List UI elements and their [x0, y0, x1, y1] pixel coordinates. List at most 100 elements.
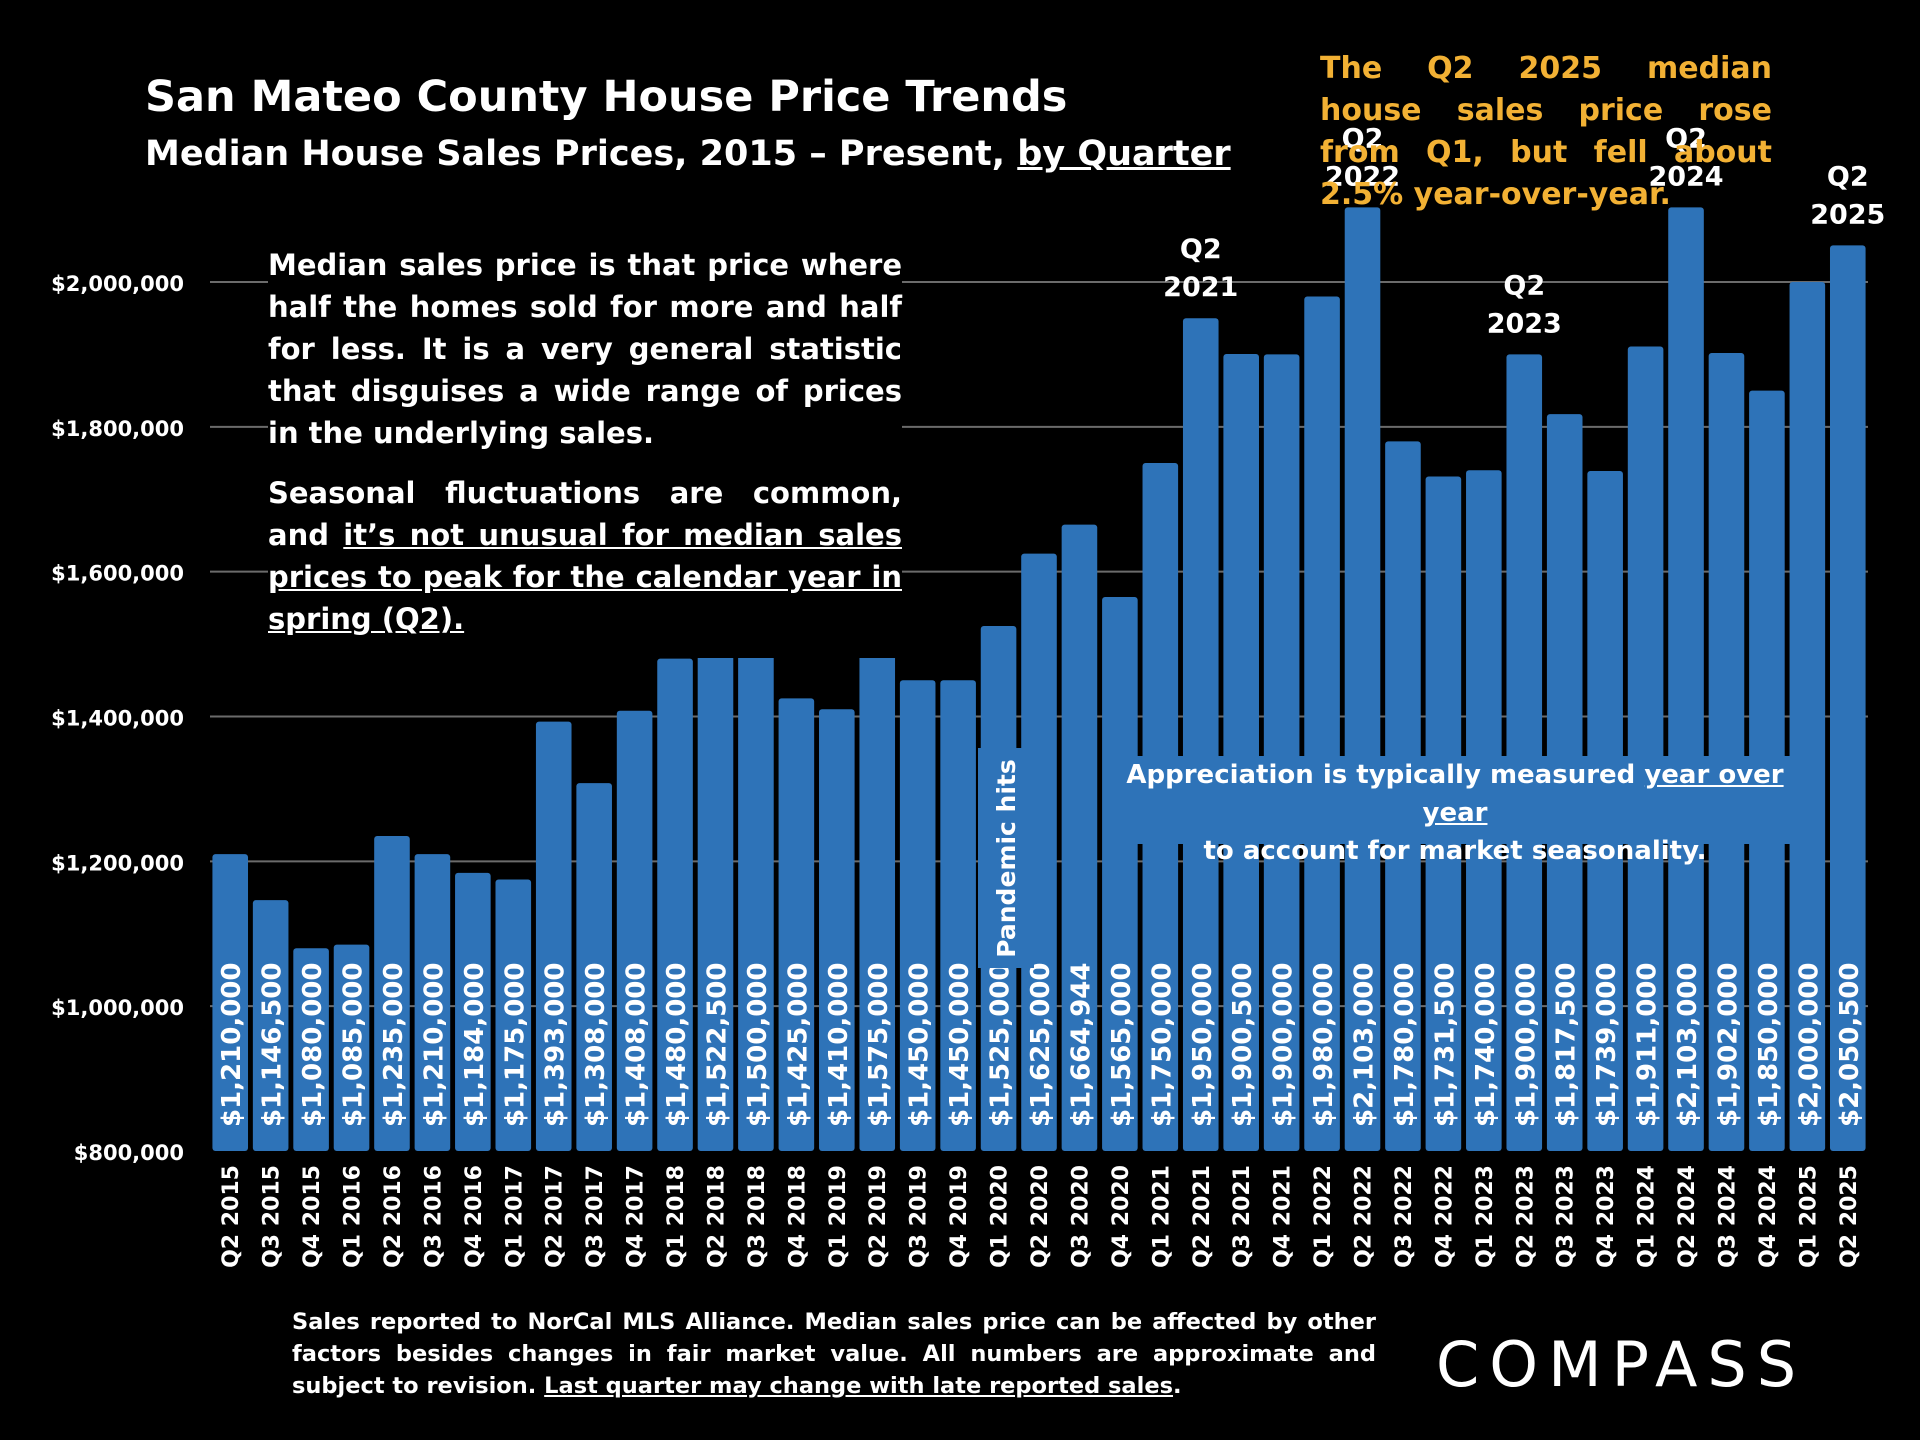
x-tick-label: Q2 2018 [704, 1165, 729, 1268]
note-p2-text: Seasonal fluctuations are common, and [268, 476, 902, 552]
bar-value-label: $2,050,500 [1835, 963, 1865, 1127]
x-tick-label: Q3 2015 [260, 1165, 285, 1268]
footer-text: Sales reported to NorCal MLS Alliance. M… [292, 1309, 1376, 1399]
bar [859, 589, 896, 1151]
x-tick-label: Q3 2017 [583, 1165, 608, 1268]
bar [374, 835, 410, 1151]
y-tick-label: $1,400,000 [51, 707, 184, 731]
bar-value-label: $1,900,500 [1228, 963, 1258, 1127]
subtitle-text: Median House Sales Prices, 2015 – Presen… [145, 134, 1018, 174]
bar [1829, 245, 1866, 1152]
footer-note: Sales reported to NorCal MLS Alliance. M… [292, 1306, 1376, 1402]
bar-value-label: $1,210,000 [217, 963, 247, 1127]
note-paragraph-2: Seasonal fluctuations are common, and it… [268, 472, 902, 640]
bar [778, 698, 815, 1151]
appreciation-underlined: year over year [1422, 760, 1784, 828]
chart-title: San Mateo County House Price Trends [145, 72, 1068, 122]
bar-value-label: $1,210,000 [419, 963, 449, 1127]
x-tick-label: Q2 2025 [1837, 1165, 1862, 1268]
footer-underlined: Last quarter may change with late report… [544, 1373, 1173, 1399]
x-tick-label: Q3 2022 [1392, 1165, 1417, 1268]
bar [455, 872, 491, 1151]
bar-value-label: $1,625,000 [1026, 963, 1056, 1127]
x-tick-label: Q4 2022 [1432, 1165, 1457, 1268]
x-tick-label: Q2 2022 [1352, 1165, 1377, 1268]
x-tick-label: Q1 2018 [664, 1165, 689, 1268]
pandemic-label: Pandemic hits [991, 758, 1021, 958]
bar [495, 879, 532, 1151]
q2-annotation: 2022 [1325, 161, 1400, 192]
x-tick-label: Q2 2021 [1190, 1165, 1215, 1268]
bar-value-label: $2,103,000 [1350, 963, 1380, 1127]
bar [657, 658, 693, 1151]
y-tick-label: $2,000,000 [51, 272, 184, 296]
x-tick-label: Q1 2016 [341, 1165, 366, 1268]
bar [738, 644, 774, 1151]
x-tick-label: Q3 2019 [907, 1165, 932, 1268]
bar-value-label: $1,950,000 [1188, 963, 1218, 1127]
bar-value-label: $1,500,000 [743, 963, 773, 1127]
explanation-note: Median sales price is that price where h… [268, 244, 902, 658]
x-tick-label: Q2 2023 [1513, 1165, 1538, 1268]
x-tick-label: Q3 2021 [1230, 1165, 1255, 1268]
bar [535, 721, 572, 1151]
x-tick-label: Q1 2025 [1796, 1165, 1821, 1268]
x-tick-label: Q3 2024 [1715, 1165, 1740, 1268]
x-tick-label: Q2 2020 [1028, 1165, 1053, 1268]
bar-value-label: $1,393,000 [541, 963, 571, 1127]
bar [899, 680, 936, 1151]
y-tick-label: $1,600,000 [51, 562, 184, 586]
bar-value-label: $1,525,000 [986, 963, 1016, 1127]
x-tick-label: Q4 2019 [947, 1165, 972, 1268]
q2-annotation: Q2 [1342, 123, 1384, 154]
y-tick-label: $1,000,000 [51, 996, 184, 1020]
x-tick-label: Q4 2017 [624, 1165, 649, 1268]
bar-value-label: $1,085,000 [339, 963, 369, 1127]
x-tick-label: Q2 2019 [866, 1165, 891, 1268]
x-tick-label: Q3 2016 [421, 1165, 446, 1268]
bar [616, 710, 653, 1151]
q2-annotation: 2024 [1648, 161, 1723, 192]
bar-value-label: $1,425,000 [783, 963, 813, 1127]
bar [1021, 553, 1057, 1151]
bar-value-label: $1,980,000 [1309, 963, 1339, 1127]
bar [293, 948, 329, 1151]
bar [1668, 207, 1704, 1151]
bar-value-label: $1,450,000 [945, 963, 975, 1127]
bar-value-label: $2,000,000 [1794, 963, 1824, 1127]
x-tick-label: Q3 2018 [745, 1165, 770, 1268]
x-tick-label: Q1 2017 [502, 1165, 527, 1268]
x-tick-label: Q2 2016 [381, 1165, 406, 1268]
x-tick-label: Q4 2015 [300, 1165, 325, 1268]
x-tick-label: Q1 2024 [1635, 1165, 1660, 1268]
bar-value-label: $1,408,000 [622, 963, 652, 1127]
bar-value-label: $1,450,000 [905, 963, 935, 1127]
bar-value-label: $1,146,500 [258, 963, 288, 1127]
bar-value-label: $1,750,000 [1147, 963, 1177, 1127]
x-tick-label: Q4 2018 [785, 1165, 810, 1268]
x-tick-label: Q3 2020 [1068, 1165, 1093, 1268]
bar [1102, 597, 1138, 1151]
q2-annotation: Q2 [1503, 270, 1545, 301]
x-tick-label: Q1 2020 [988, 1165, 1013, 1268]
bar [576, 783, 612, 1151]
bar [1304, 296, 1340, 1151]
y-tick-label: $1,800,000 [51, 417, 184, 441]
appreciation-note: Appreciation is typically measured year … [1120, 756, 1790, 866]
bar-value-label: $1,410,000 [824, 963, 854, 1127]
x-tick-label: Q1 2019 [826, 1165, 851, 1268]
bar-value-label: $1,308,000 [581, 963, 611, 1127]
bar [1061, 524, 1098, 1151]
x-tick-label: Q4 2021 [1271, 1165, 1296, 1268]
q2-annotation: Q2 [1180, 234, 1222, 265]
y-tick-label: $1,200,000 [51, 851, 184, 875]
bar-value-label: $1,780,000 [1390, 963, 1420, 1127]
bar [940, 680, 976, 1151]
bar [1708, 352, 1745, 1151]
bar [252, 900, 289, 1151]
q2-annotation: 2023 [1487, 308, 1562, 339]
bar [1344, 207, 1381, 1151]
callout-note: The Q2 2025 median house sales price ros… [1320, 51, 1772, 212]
bar [819, 709, 855, 1151]
